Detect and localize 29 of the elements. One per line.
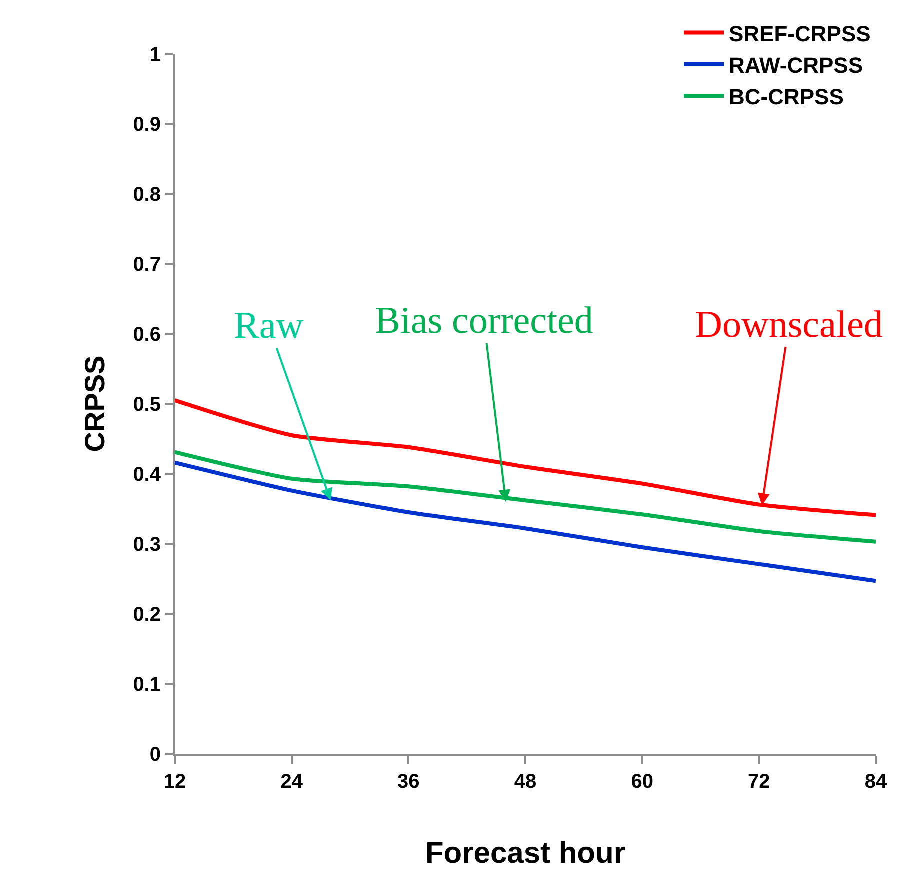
x-tick-label: 48 — [514, 771, 537, 793]
line-series — [175, 450, 876, 544]
y-tick-label: 0.7 — [133, 254, 161, 276]
y-tick-label: 0.9 — [133, 114, 161, 136]
y-tick-label: 0.8 — [133, 184, 161, 206]
y-axis-title: CRPSS — [79, 356, 110, 452]
x-tick-label: 84 — [864, 771, 888, 793]
y-tick-label: 0.6 — [133, 324, 161, 346]
annotation: Raw — [234, 305, 304, 347]
y-tick-label: 0.3 — [133, 534, 161, 556]
annotation: Downscaled — [695, 304, 883, 346]
legend-label: RAW-CRPSS — [729, 52, 864, 78]
x-axis-title: Forecast hour — [425, 837, 626, 870]
y-tick-label: 0.1 — [133, 674, 161, 696]
x-tick-label: 36 — [398, 771, 420, 793]
x-tick-label: 72 — [748, 771, 770, 793]
y-tick-label: 0.4 — [133, 464, 162, 486]
annotation: Bias corrected — [375, 300, 594, 342]
line-series — [175, 398, 876, 518]
line-series — [175, 460, 876, 584]
legend-label: SREF-CRPSS — [729, 21, 871, 46]
x-tick-label: 24 — [280, 771, 304, 793]
x-tick-label: 12 — [164, 771, 186, 793]
y-tick-label: 0.2 — [133, 604, 161, 626]
y-tick-label: 0 — [150, 744, 161, 766]
x-tick-label: 60 — [631, 771, 654, 793]
legend-label: BC-CRPSS — [729, 84, 844, 110]
y-tick-label: 0.5 — [133, 394, 161, 416]
y-tick-label: 1 — [150, 44, 161, 66]
